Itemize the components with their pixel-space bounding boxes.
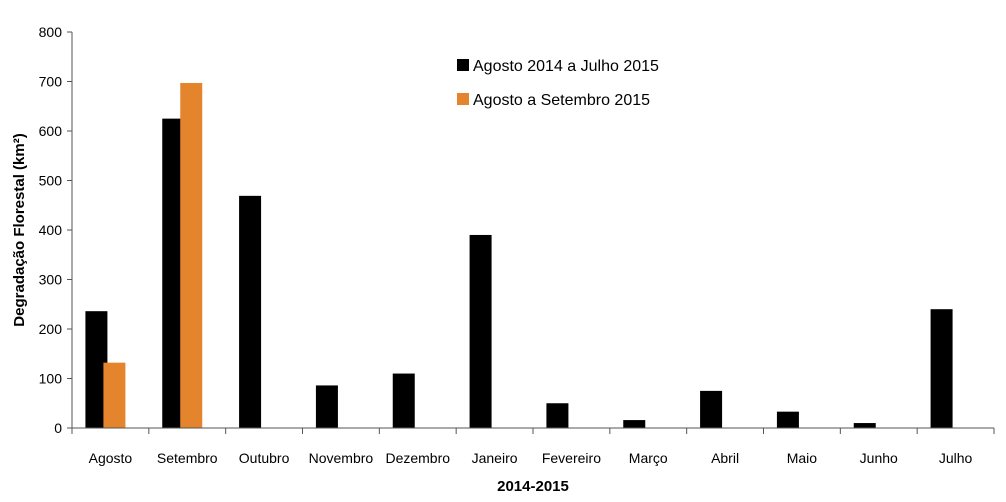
y-tick-label: 100 bbox=[39, 371, 63, 387]
bar-series1-abril bbox=[700, 390, 723, 428]
bars bbox=[85, 82, 953, 429]
y-tick-label: 500 bbox=[39, 173, 63, 189]
legend-label-series1: Agosto 2014 a Julho 2015 bbox=[473, 58, 659, 75]
x-tick-label: Dezembro bbox=[385, 450, 450, 466]
y-tick-label: 400 bbox=[39, 222, 63, 238]
y-axis-ticks: 0 100 200 300 400 500 600 700 800 bbox=[39, 24, 72, 436]
x-tick-label: Fevereiro bbox=[542, 450, 601, 466]
x-axis-title: 2014-2015 bbox=[497, 478, 569, 495]
legend-label-series2: Agosto a Setembro 2015 bbox=[473, 92, 650, 109]
bar-series1-novembro bbox=[315, 385, 338, 428]
x-tick-label: Agosto bbox=[89, 450, 133, 466]
y-tick-label: 800 bbox=[39, 24, 63, 40]
x-tick-label: Julho bbox=[939, 450, 973, 466]
bar-series1-março bbox=[623, 420, 646, 428]
x-tick-label: Novembro bbox=[309, 450, 374, 466]
y-tick-label: 700 bbox=[39, 74, 63, 90]
y-tick-label: 200 bbox=[39, 321, 63, 337]
legend-swatch-series2 bbox=[457, 93, 469, 105]
legend: Agosto 2014 a Julho 2015 Agosto a Setembr… bbox=[457, 58, 659, 109]
y-tick-label: 0 bbox=[54, 420, 62, 436]
legend-swatch-series1 bbox=[457, 59, 469, 71]
bar-series1-agosto bbox=[85, 311, 108, 428]
bar-series2-setembro bbox=[180, 82, 203, 429]
x-tick-label: Março bbox=[629, 450, 668, 466]
bar-series1-fevereiro bbox=[546, 403, 569, 428]
y-axis-title: Degradação Florestal (km²) bbox=[11, 133, 28, 326]
x-axis-ticks: Agosto Setembro Outubro Novembro Dezembro Jan… bbox=[71, 428, 995, 466]
bar-series1-julho bbox=[930, 309, 953, 428]
bar-series1-setembro bbox=[162, 118, 185, 428]
x-tick-label: Maio bbox=[787, 450, 818, 466]
y-tick-label: 600 bbox=[39, 123, 63, 139]
x-tick-label: Janeiro bbox=[472, 450, 518, 466]
bar-series1-dezembro bbox=[392, 373, 415, 428]
y-tick-label: 300 bbox=[39, 272, 63, 288]
bar-series1-junho bbox=[853, 423, 876, 428]
x-tick-label: Outubro bbox=[239, 450, 290, 466]
x-tick-label: Abril bbox=[711, 450, 739, 466]
bar-series1-outubro bbox=[239, 195, 262, 428]
x-tick-label: Setembro bbox=[157, 450, 218, 466]
bar-series1-maio bbox=[776, 411, 799, 428]
x-tick-label: Junho bbox=[860, 450, 898, 466]
bar-series1-janeiro bbox=[469, 234, 492, 428]
bar-series2-agosto bbox=[103, 362, 126, 428]
